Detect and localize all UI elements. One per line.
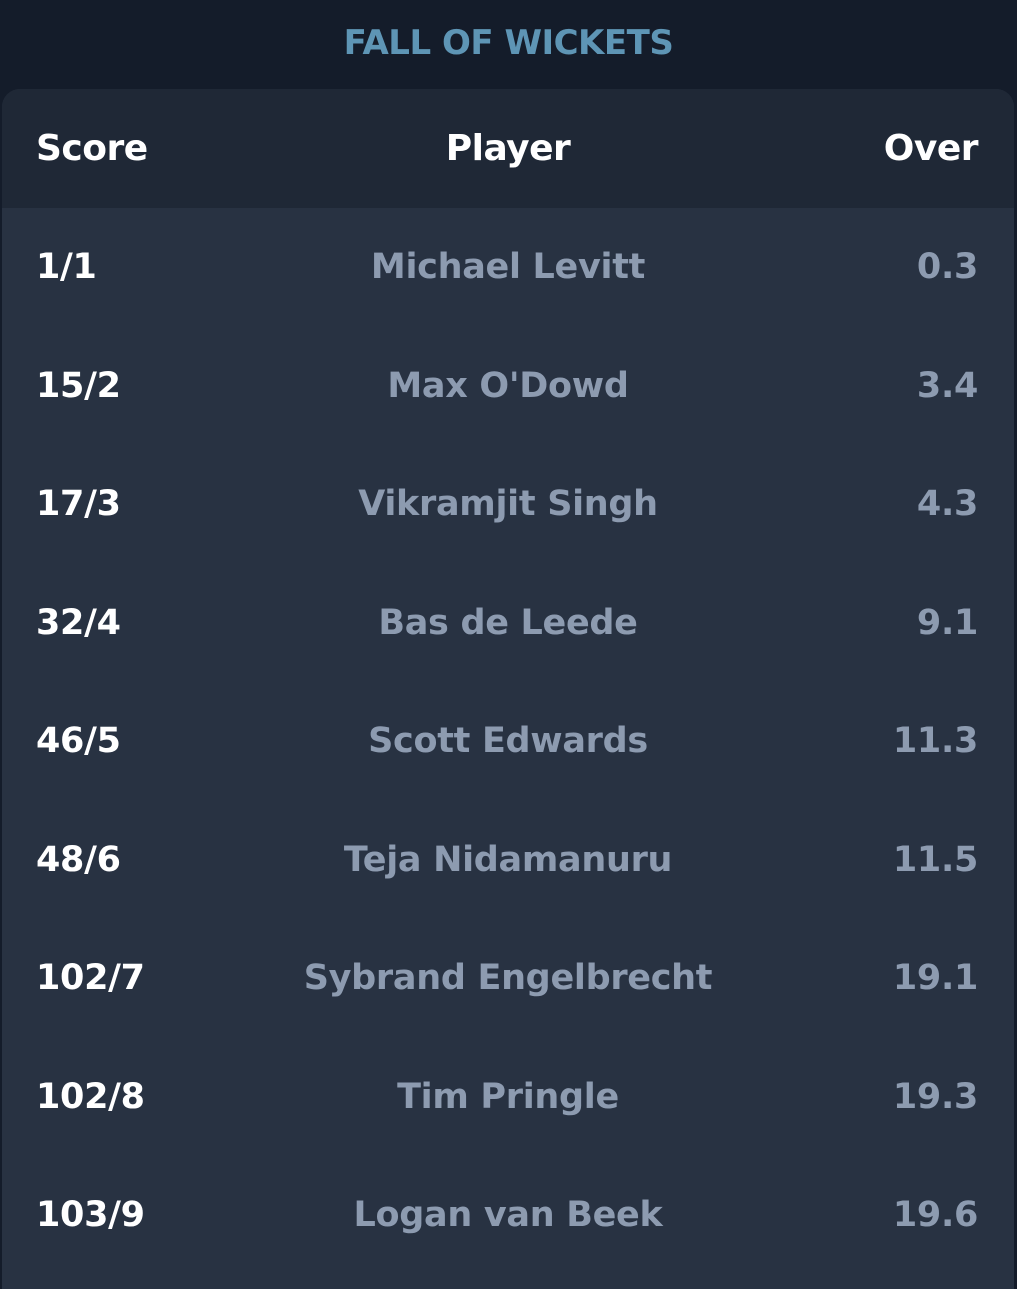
wicket-over: 9.1 <box>916 602 978 643</box>
table-row: 102/7 Sybrand Engelbrecht 19.1 <box>2 919 1014 1038</box>
wicket-player[interactable]: Vikramjit Singh <box>358 484 658 525</box>
wicket-score: 103/9 <box>36 1195 145 1236</box>
wicket-score: 102/7 <box>36 958 145 999</box>
wicket-player[interactable]: Teja Nidamanuru <box>343 839 673 880</box>
table-row: 102/8 Tim Pringle 19.3 <box>2 1038 1014 1157</box>
table-row: 48/6 Teja Nidamanuru 11.5 <box>2 801 1014 920</box>
wicket-over: 19.1 <box>892 958 978 999</box>
wicket-over: 19.6 <box>892 1195 978 1236</box>
wicket-score: 102/8 <box>36 1076 145 1117</box>
wicket-player[interactable]: Bas de Leede <box>378 602 638 643</box>
wicket-score: 48/6 <box>36 839 121 880</box>
table-row: 103/9 Logan van Beek 19.6 <box>2 1156 1014 1275</box>
table-header: Score Player Over <box>2 89 1014 208</box>
wicket-over: 19.3 <box>892 1076 978 1117</box>
wicket-player[interactable]: Michael Levitt <box>370 247 646 288</box>
wicket-player[interactable]: Sybrand Engelbrecht <box>303 958 713 999</box>
wicket-over: 3.4 <box>916 365 978 406</box>
table-row: 46/5 Scott Edwards 11.3 <box>2 682 1014 801</box>
table-row: 17/3 Vikramjit Singh 4.3 <box>2 445 1014 564</box>
table-row: 15/2 Max O'Dowd 3.4 <box>2 327 1014 446</box>
header-player: Player <box>445 128 571 169</box>
wicket-score: 46/5 <box>36 721 121 762</box>
wicket-over: 0.3 <box>916 247 978 288</box>
wicket-player[interactable]: Tim Pringle <box>397 1076 619 1117</box>
header-over: Over <box>883 128 979 169</box>
wicket-score: 15/2 <box>36 365 121 406</box>
fall-of-wickets-table: Score Player Over 1/1 Michael Levitt 0.3… <box>2 89 1014 1289</box>
header-score: Score <box>36 128 148 169</box>
wicket-over: 11.5 <box>892 839 978 880</box>
wicket-player[interactable]: Max O'Dowd <box>387 365 629 406</box>
table-row: 32/4 Bas de Leede 9.1 <box>2 564 1014 683</box>
wicket-over: 4.3 <box>916 484 978 525</box>
wicket-over: 11.3 <box>892 721 978 762</box>
section-title: FALL OF WICKETS <box>343 23 674 63</box>
wicket-score: 32/4 <box>36 602 121 643</box>
wicket-score: 1/1 <box>36 247 97 288</box>
table-row: 1/1 Michael Levitt 0.3 <box>2 208 1014 327</box>
wicket-player[interactable]: Logan van Beek <box>353 1195 663 1236</box>
wicket-player[interactable]: Scott Edwards <box>368 721 648 762</box>
wicket-score: 17/3 <box>36 484 121 525</box>
